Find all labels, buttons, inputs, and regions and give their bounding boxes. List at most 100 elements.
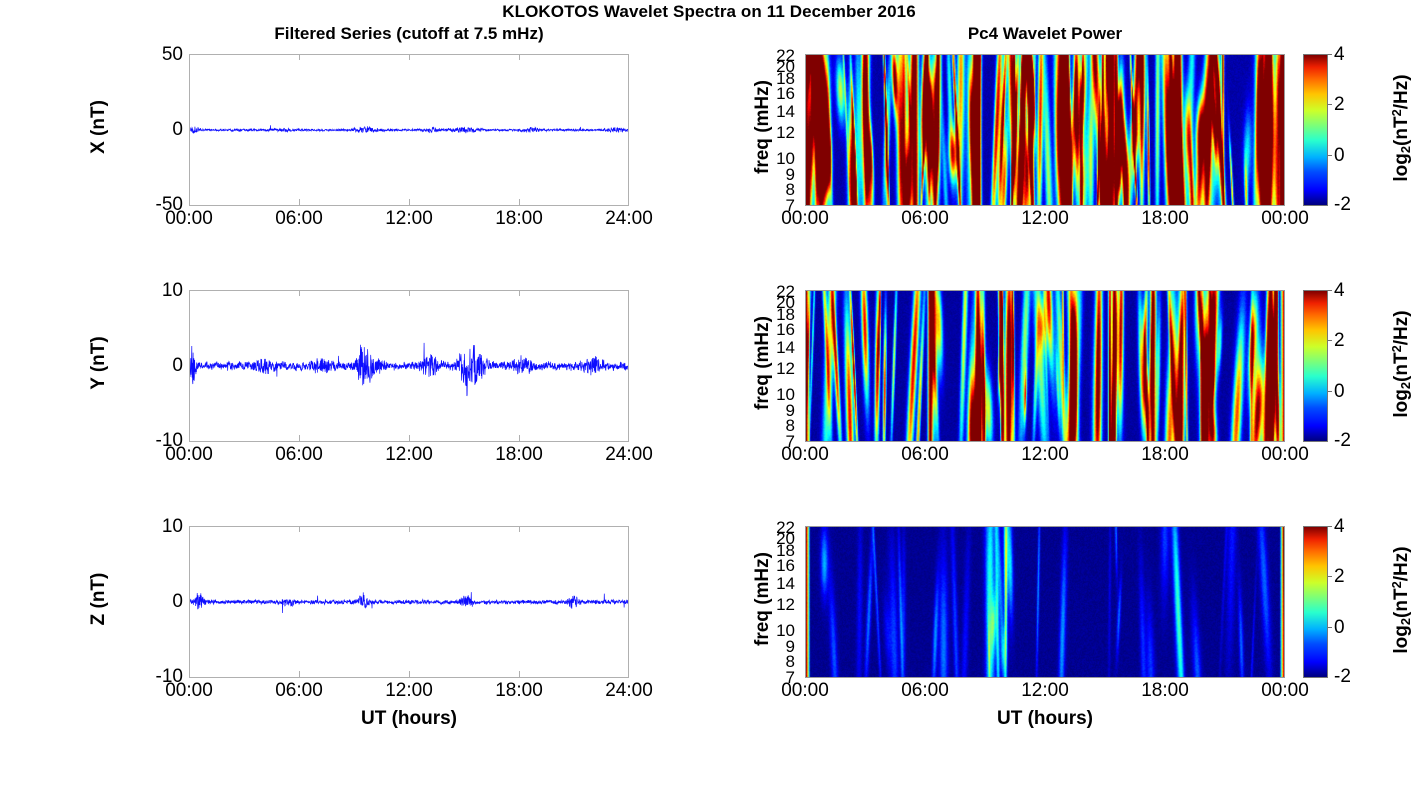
colorbar-tick — [1328, 290, 1332, 291]
freq-tick-9: 9 — [785, 165, 795, 184]
cb-sub: 2 — [1398, 145, 1414, 154]
cb-unit-close: /Hz) — [1390, 546, 1412, 582]
z-ytick-mid: 0 — [172, 591, 183, 612]
freq-tick-12: 12 — [776, 123, 795, 142]
z-colorbar-label: log2(nT2/Hz) — [1389, 515, 1413, 685]
x-axis-tick — [299, 199, 300, 205]
freq-tick-7: 7 — [785, 668, 795, 687]
z-xtick-2: 12:00 — [385, 680, 433, 701]
x-axis-label: X (nT) — [88, 100, 109, 154]
freq-tick-12: 12 — [776, 359, 795, 378]
y-axis-tick — [409, 290, 410, 296]
x-ytick-mid: 0 — [172, 119, 183, 140]
x-ytick-min: -50 — [155, 194, 183, 215]
sz-xtick-1: 06:00 — [901, 680, 949, 701]
cb-tick-4: 4 — [1334, 280, 1345, 301]
cb-unit-open: (nT — [1390, 588, 1412, 618]
y-ytick-min: -10 — [155, 430, 183, 451]
freq-tick-10: 10 — [776, 149, 795, 168]
x-axis-tick — [299, 54, 300, 60]
freq-tick-22: 22 — [776, 518, 795, 537]
y-ytick-max: 10 — [161, 280, 183, 301]
y-freq-axis-label: freq (mHz) — [752, 316, 773, 410]
x-freq-axis-label: freq (mHz) — [752, 80, 773, 174]
colorbar-tick — [1328, 391, 1332, 392]
x-xtick-2: 12:00 — [385, 208, 433, 229]
z-freq-axis-label: freq (mHz) — [752, 552, 773, 646]
cb-tick-4: 4 — [1334, 516, 1345, 537]
colorbar-tick — [1328, 155, 1332, 156]
y-wavelet-canvas — [806, 291, 1284, 441]
x-axis-tick — [409, 54, 410, 60]
y-xtick-3: 18:00 — [495, 444, 543, 465]
freq-tick-20: 20 — [776, 57, 795, 76]
right-xaxis-label: UT (hours) — [996, 708, 1094, 729]
z-series-plot — [189, 526, 629, 678]
y-axis-tick — [299, 290, 300, 296]
freq-tick-14: 14 — [776, 102, 795, 121]
cb-unit-open: (nT — [1390, 352, 1412, 382]
z-xtick-0: 00:00 — [165, 680, 213, 701]
sz-xtick-3: 18:00 — [1141, 680, 1189, 701]
cb-tick-m2: -2 — [1334, 194, 1351, 215]
sx-xtick-1: 06:00 — [901, 208, 949, 229]
sx-xtick-4: 00:00 — [1261, 208, 1309, 229]
z-axis-tick — [409, 671, 410, 677]
sy-xtick-1: 06:00 — [901, 444, 949, 465]
y-series-trace — [190, 342, 628, 397]
cb-tick-2: 2 — [1334, 566, 1345, 587]
left-column-title: Filtered Series (cutoff at 7.5 mHz) — [274, 24, 544, 43]
cb-unit-close: /Hz) — [1390, 74, 1412, 110]
z-axis-label: Z (nT) — [88, 572, 109, 626]
z-axis-tick — [299, 526, 300, 532]
y-axis-tick — [519, 290, 520, 296]
x-xtick-3: 18:00 — [495, 208, 543, 229]
cb-tick-m2: -2 — [1334, 666, 1351, 687]
cb-tick-0: 0 — [1334, 617, 1345, 638]
z-xtick-4: 24:00 — [605, 680, 653, 701]
y-xtick-0: 00:00 — [165, 444, 213, 465]
freq-tick-18: 18 — [776, 305, 795, 324]
x-xtick-4: 24:00 — [605, 208, 653, 229]
colorbar-tick — [1328, 576, 1332, 577]
z-wavelet-canvas — [806, 527, 1284, 677]
freq-tick-8: 8 — [785, 416, 795, 435]
y-axis-tick — [519, 435, 520, 441]
x-wavelet-canvas — [806, 55, 1284, 205]
colorbar-tick — [1328, 54, 1332, 55]
colorbar-tick — [1328, 340, 1332, 341]
z-wavelet-spectrogram — [805, 526, 1285, 678]
cb-sub: 2 — [1398, 381, 1414, 390]
figure-title: KLOKOTOS Wavelet Spectra on 11 December … — [502, 2, 916, 21]
cb-tick-0: 0 — [1334, 145, 1345, 166]
freq-tick-10: 10 — [776, 385, 795, 404]
freq-tick-7: 7 — [785, 196, 795, 215]
x-xtick-0: 00:00 — [165, 208, 213, 229]
freq-tick-16: 16 — [776, 84, 795, 103]
freq-tick-20: 20 — [776, 529, 795, 548]
freq-tick-20: 20 — [776, 293, 795, 312]
x-colorbar — [1303, 54, 1328, 206]
colorbar-tick — [1328, 526, 1332, 527]
y-axis-tick — [409, 435, 410, 441]
x-wavelet-spectrogram — [805, 54, 1285, 206]
sx-xtick-2: 12:00 — [1021, 208, 1069, 229]
z-ytick-max: 10 — [161, 516, 183, 537]
freq-tick-18: 18 — [776, 541, 795, 560]
freq-tick-14: 14 — [776, 574, 795, 593]
sy-xtick-0: 00:00 — [781, 444, 829, 465]
y-axis-tick — [299, 435, 300, 441]
cb-tick-4: 4 — [1334, 44, 1345, 65]
sy-xtick-4: 00:00 — [1261, 444, 1309, 465]
x-ytick-max: 50 — [161, 44, 183, 65]
freq-tick-12: 12 — [776, 595, 795, 614]
y-axis-label: Y (nT) — [88, 336, 109, 390]
sz-xtick-2: 12:00 — [1021, 680, 1069, 701]
freq-tick-16: 16 — [776, 556, 795, 575]
colorbar-tick — [1328, 104, 1332, 105]
z-colorbar — [1303, 526, 1328, 678]
cb-unit-open: (nT — [1390, 116, 1412, 146]
y-xtick-4: 24:00 — [605, 444, 653, 465]
colorbar-tick — [1328, 627, 1332, 628]
